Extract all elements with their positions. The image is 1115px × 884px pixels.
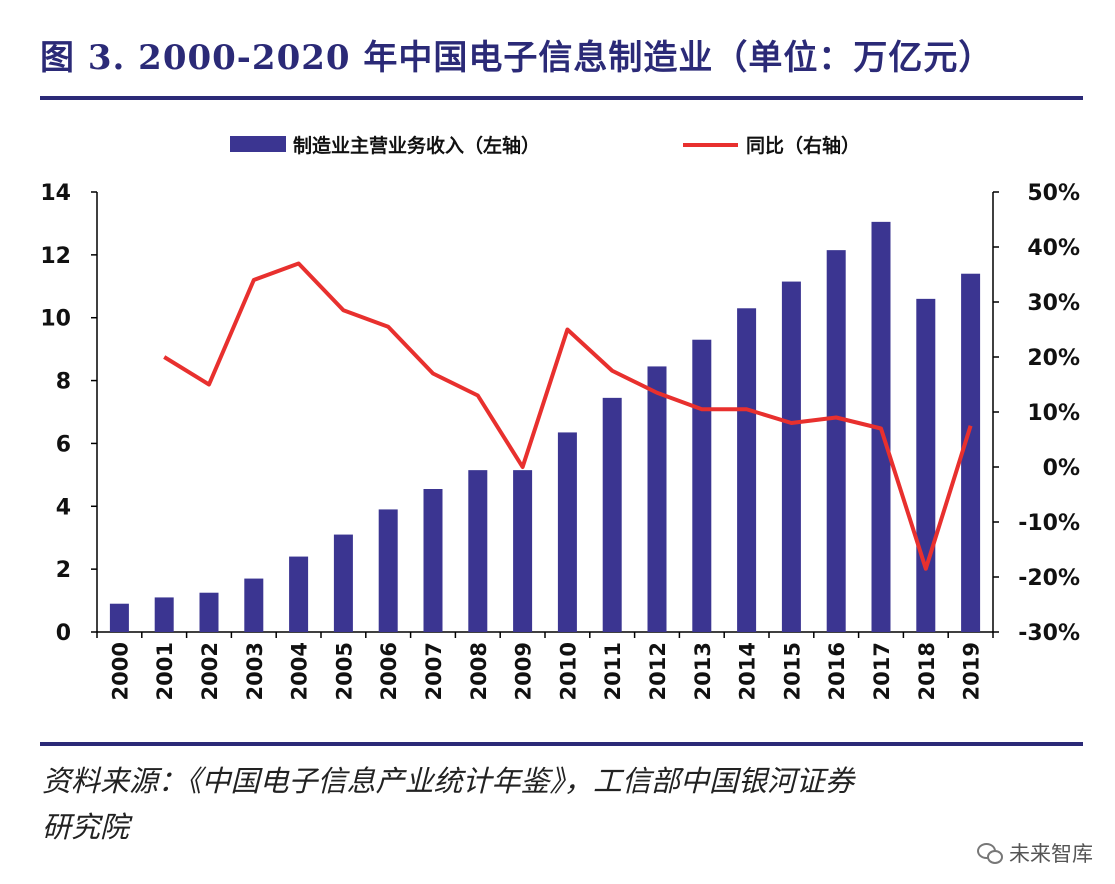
x-tick-label: 2015 [780, 642, 804, 700]
x-tick-label: 2016 [825, 642, 849, 700]
right-tick-label: 40% [1027, 236, 1080, 261]
right-tick-label: -30% [1018, 621, 1080, 646]
x-tick-label: 2008 [467, 642, 491, 700]
source-line-1: 资料来源：《中国电子信息产业统计年鉴》，工信部中国银河证券 [42, 764, 855, 798]
bar-revenue [916, 298, 936, 632]
bar-revenue [378, 509, 398, 632]
x-tick-label: 2018 [915, 642, 939, 700]
legend-label-bar: 制造业主营业务收入（左轴） [293, 134, 540, 157]
bar-revenue [109, 603, 129, 632]
left-tick-label: 0 [56, 621, 71, 646]
x-tick-label: 2019 [960, 642, 984, 700]
source-rule [40, 742, 1083, 746]
x-tick-label: 2000 [108, 642, 132, 700]
right-tick-label: -10% [1018, 511, 1080, 536]
title-rule [40, 96, 1083, 100]
bar-revenue [154, 597, 174, 632]
x-tick-label: 2005 [332, 642, 356, 700]
bar-revenue [961, 273, 981, 632]
bar-revenue [468, 470, 488, 632]
x-tick-label: 2009 [512, 642, 536, 700]
bar-revenue [602, 397, 622, 632]
x-tick-label: 2017 [870, 642, 894, 700]
bar-revenue [244, 578, 264, 632]
source-note: 资料来源：《中国电子信息产业统计年鉴》，工信部中国银河证券 研究院 [42, 758, 1062, 850]
left-tick-label: 6 [56, 432, 71, 457]
watermark: 未来智库 [977, 838, 1093, 868]
right-tick-label: 30% [1027, 291, 1080, 316]
legend-label-line: 同比（右轴） [746, 134, 860, 157]
source-line-2: 研究院 [42, 810, 130, 844]
x-tick-label: 2007 [422, 642, 446, 700]
bar-revenue [557, 432, 577, 632]
x-tick-label: 2003 [243, 642, 267, 700]
left-tick-label: 10 [40, 307, 71, 332]
right-tick-label: 0% [1043, 456, 1080, 481]
bar-revenue [647, 366, 667, 632]
x-tick-label: 2012 [646, 642, 670, 700]
left-tick-label: 12 [40, 244, 71, 269]
x-tick-label: 2004 [288, 642, 312, 700]
right-tick-label: 20% [1027, 346, 1080, 371]
bar-revenue [826, 250, 846, 632]
left-tick-label: 8 [56, 370, 71, 395]
bar-revenue [423, 489, 443, 632]
x-tick-label: 2011 [601, 642, 625, 700]
x-tick-label: 2014 [736, 642, 760, 700]
bar-revenue [781, 281, 801, 632]
x-tick-label: 2002 [198, 642, 222, 700]
bar-revenue [692, 339, 712, 632]
right-tick-label: 10% [1027, 401, 1080, 426]
watermark-label: 未来智库 [1009, 842, 1093, 866]
bar-revenue [737, 308, 757, 632]
x-tick-label: 2013 [691, 642, 715, 700]
left-tick-label: 4 [56, 495, 71, 520]
left-tick-label: 14 [40, 181, 71, 206]
bar-revenue [513, 470, 533, 632]
bar-revenue [333, 534, 353, 632]
chart-title: 图 3. 2000-2020 年中国电子信息制造业（单位：万亿元） [40, 38, 994, 78]
right-tick-label: -20% [1018, 566, 1080, 591]
x-tick-label: 2006 [377, 642, 401, 700]
chat-bubbles-icon [977, 843, 1003, 864]
x-tick-label: 2010 [556, 642, 580, 700]
legend-swatch-bar [230, 136, 286, 152]
bar-revenue [289, 556, 309, 632]
bar-revenue [199, 592, 219, 632]
left-tick-label: 2 [56, 558, 71, 583]
x-tick-label: 2001 [153, 642, 177, 700]
right-tick-label: 50% [1027, 181, 1080, 206]
